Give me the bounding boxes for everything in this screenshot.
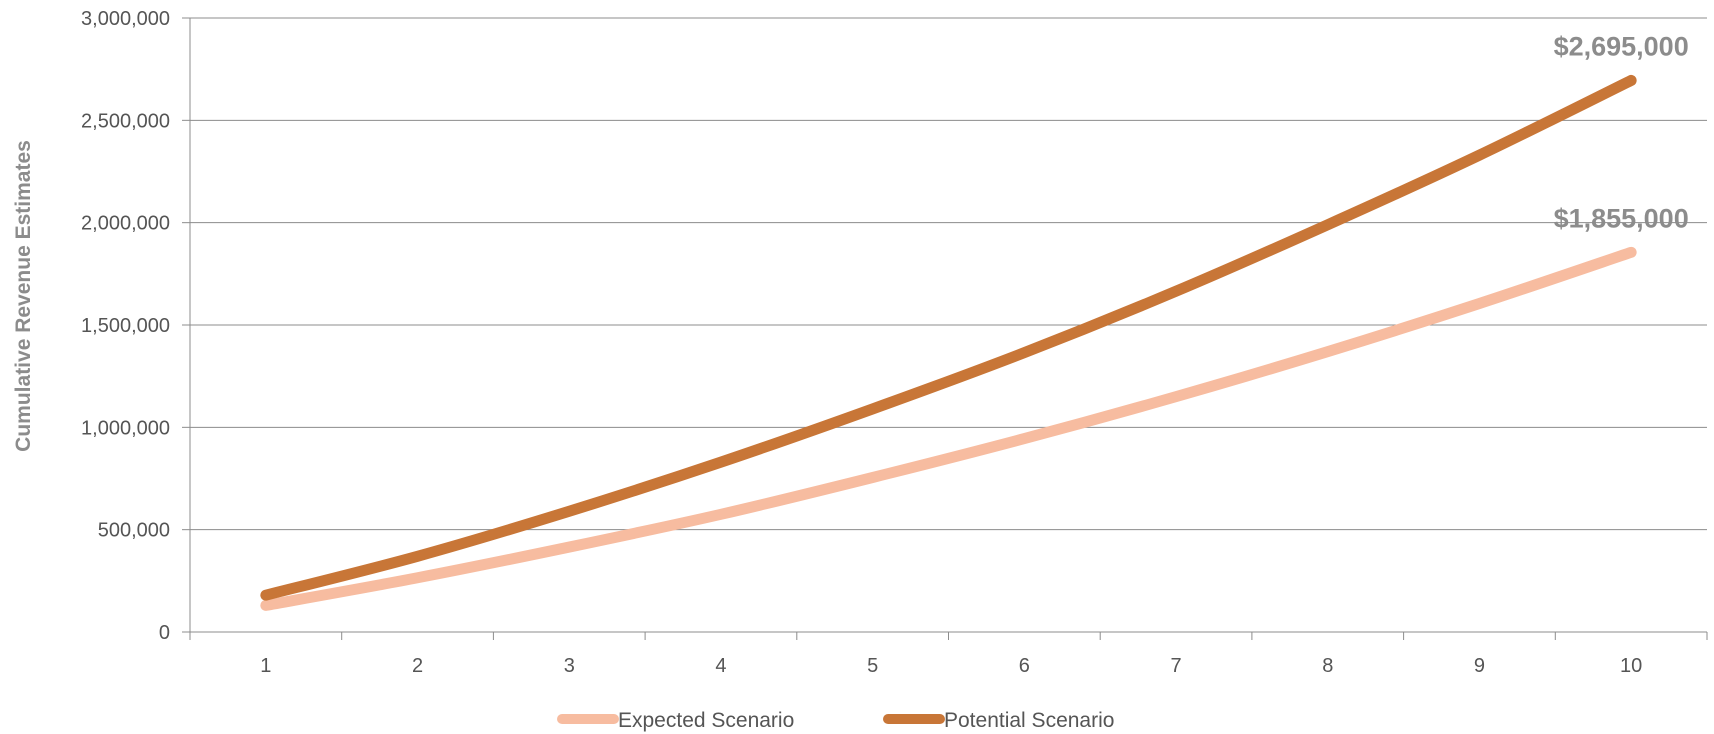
x-tick-label: 9 <box>1474 655 1485 677</box>
y-tick-label: 1,000,000 <box>81 417 170 439</box>
x-tick-label: 1 <box>260 655 271 677</box>
legend-label: Expected Scenario <box>618 709 794 732</box>
x-tick-label: 6 <box>1019 655 1030 677</box>
legend-label: Potential Scenario <box>944 709 1114 732</box>
y-tick-label: 2,500,000 <box>81 110 170 132</box>
series-line-expected <box>260 246 1637 611</box>
legend: Expected Scenario Potential Scenario <box>557 709 1114 732</box>
y-axis-title: Cumulative Revenue Estimates <box>12 140 35 452</box>
axes: 0 500,000 1,000,000 1,500,000 2,000,000 2,500… <box>81 8 1708 677</box>
y-tick-label: 2,000,000 <box>81 213 170 235</box>
x-tick-label: 10 <box>1620 655 1642 677</box>
data-label-end: $2,695,000 <box>1554 31 1689 61</box>
x-tick-label: 7 <box>1170 655 1181 677</box>
data-label-end: $1,855,000 <box>1554 203 1689 233</box>
data-labels: $1,855,000 $2,695,000 <box>1554 31 1689 233</box>
x-tick-label: 5 <box>867 655 878 677</box>
series-lines <box>260 74 1637 611</box>
y-tick-label: 0 <box>159 622 170 644</box>
series-line-potential <box>260 74 1637 601</box>
x-tick-label: 4 <box>715 655 726 677</box>
x-tick-label: 8 <box>1322 655 1333 677</box>
y-tick-label: 1,500,000 <box>81 315 170 337</box>
x-tick-label: 2 <box>412 655 423 677</box>
x-tick-label: 3 <box>564 655 575 677</box>
y-tick-label: 3,000,000 <box>81 8 170 30</box>
y-tick-label: 500,000 <box>98 520 170 542</box>
gridlines <box>190 17 1707 531</box>
